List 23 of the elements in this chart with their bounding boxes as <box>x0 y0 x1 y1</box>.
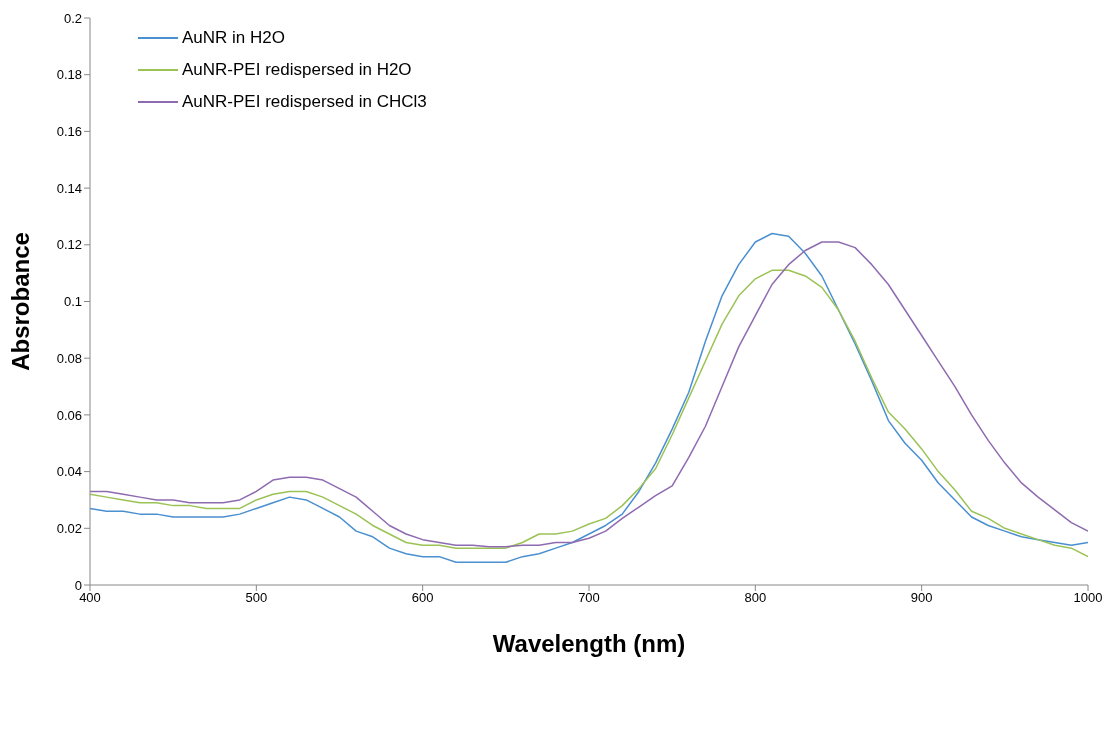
y-tick-label: 0.06 <box>56 407 82 423</box>
legend-label: AuNR-PEI redispersed in H2O <box>182 60 412 80</box>
legend-label: AuNR in H2O <box>182 28 285 48</box>
y-tick-label: 0.14 <box>56 180 82 196</box>
y-tick-label: 0.04 <box>56 464 82 480</box>
x-tick-label: 1000 <box>1073 590 1103 606</box>
x-tick-label: 400 <box>79 590 101 606</box>
x-axis-title: Wavelength (nm) <box>492 630 686 657</box>
y-tick-label: 0.2 <box>63 10 82 26</box>
x-tick-label: 600 <box>411 590 434 606</box>
legend-label: AuNR-PEI redispersed in CHCl3 <box>182 92 427 112</box>
y-tick-label: 0 <box>74 577 82 593</box>
y-tick-label: 0.08 <box>56 350 82 366</box>
y-axis-title: Absrobance <box>6 232 34 371</box>
x-tick-label: 900 <box>910 590 933 606</box>
y-tick-label: 0.16 <box>56 124 82 140</box>
x-tick-label: 500 <box>245 590 268 606</box>
y-tick-label: 0.1 <box>63 294 82 310</box>
x-tick-label: 700 <box>578 590 600 606</box>
x-tick-label: 800 <box>744 590 767 606</box>
y-tick-label: 0.02 <box>56 520 82 536</box>
y-tick-label: 0.12 <box>56 237 82 253</box>
y-tick-label: 0.18 <box>56 67 82 83</box>
